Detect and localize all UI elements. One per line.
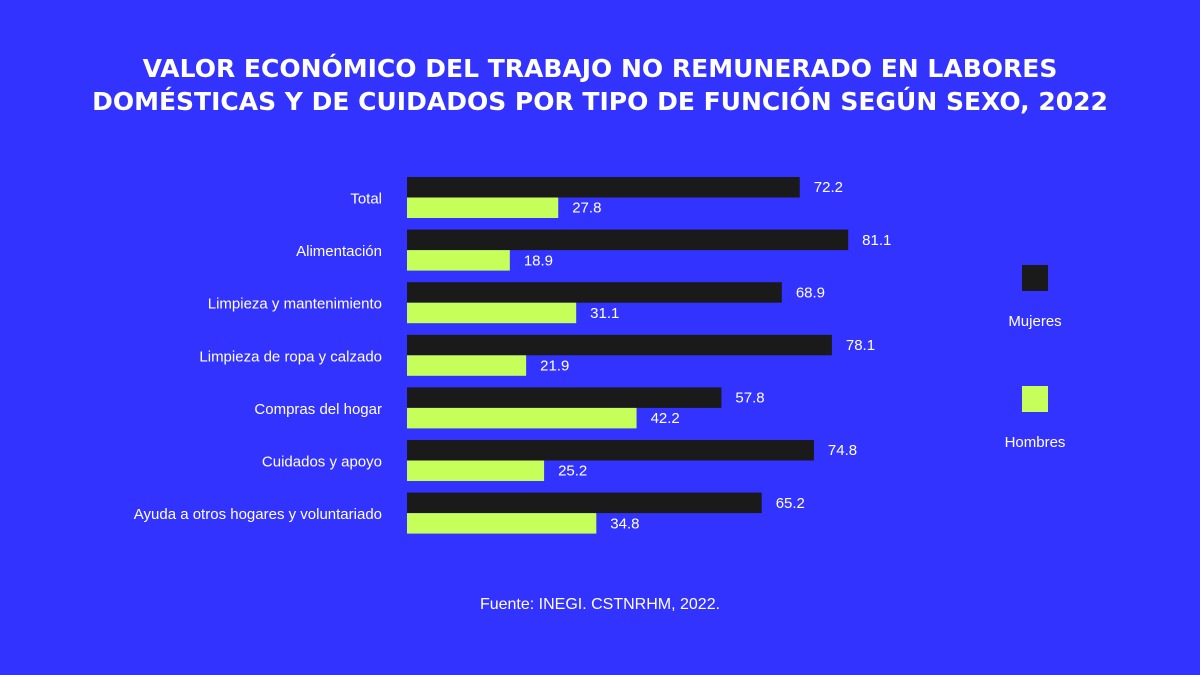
data-label-mujeres: 72.2 [814,179,843,196]
category-label: Alimentación [296,243,382,260]
legend-swatch-hombres [1022,386,1048,412]
bar-hombres [407,460,545,481]
bar-mujeres [407,282,782,303]
data-label-hombres: 31.1 [590,305,619,322]
category-label: Compras del hogar [254,401,382,418]
bar-hombres [407,250,510,271]
data-label-hombres: 34.8 [610,515,639,532]
category-label: Total [350,190,382,207]
bar-mujeres [407,440,814,461]
data-label-mujeres: 74.8 [828,442,857,459]
data-label-mujeres: 57.8 [735,390,764,407]
bar-hombres [407,513,597,534]
chart-title: VALOR ECONÓMICO DEL TRABAJO NO REMUNERAD… [60,52,1140,118]
bar-mujeres [407,334,832,356]
bar-hombres [407,407,637,429]
legend-item-mujeres: Mujeres [985,265,1085,330]
source-note: Fuente: INEGI. CSTNRHM, 2022. [479,596,721,613]
bar-hombres [407,197,559,218]
category-label: Limpieza de ropa y calzado [199,348,382,365]
legend-item-hombres: Hombres [985,386,1085,451]
data-label-mujeres: 65.2 [776,495,805,512]
data-label-hombres: 27.8 [572,200,601,217]
bar-mujeres [407,387,722,408]
chart-title-line-1: VALOR ECONÓMICO DEL TRABAJO NO REMUNERAD… [142,54,1058,83]
data-label-hombres: 21.9 [540,358,569,375]
bar-mujeres [407,492,762,514]
data-label-hombres: 42.2 [651,410,680,427]
data-label-hombres: 18.9 [524,252,553,269]
bar-hombres [407,302,577,324]
category-label: Cuidados y apoyo [262,453,382,470]
legend-label-hombres: Hombres [1004,434,1066,451]
data-label-mujeres: 68.9 [796,284,825,301]
data-label-mujeres: 81.1 [862,232,891,249]
legend-swatch-mujeres [1022,265,1048,291]
bar-mujeres [407,229,849,251]
legend-label-mujeres: Mujeres [1008,313,1062,330]
bar-hombres [407,355,527,376]
category-label: Limpieza y mantenimiento [208,296,382,313]
bar-mujeres [407,177,800,198]
data-label-hombres: 25.2 [558,463,587,480]
chart-title-line-2: DOMÉSTICAS Y DE CUIDADOS POR TIPO DE FUN… [92,87,1108,116]
data-label-mujeres: 78.1 [846,337,875,354]
category-label: Ayuda a otros hogares y voluntariado [134,506,382,523]
